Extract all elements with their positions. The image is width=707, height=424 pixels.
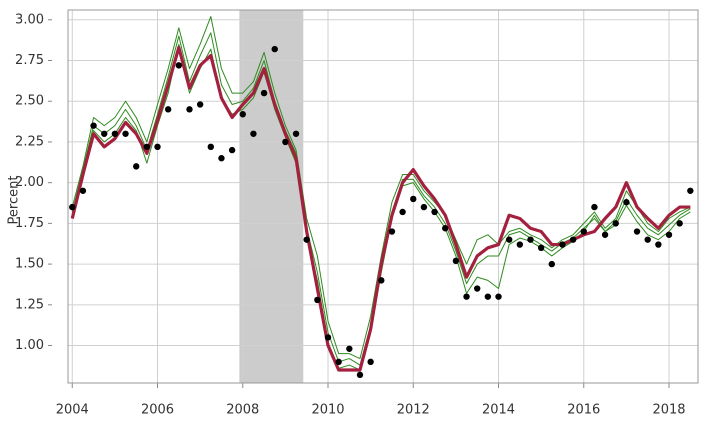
data-dot <box>356 371 364 379</box>
data-dot <box>580 228 587 235</box>
data-dot <box>367 358 374 366</box>
data-dot <box>442 225 449 232</box>
data-dot <box>218 155 225 162</box>
data-dot <box>122 130 129 137</box>
data-dot <box>676 220 683 227</box>
data-dot <box>154 143 161 151</box>
data-dot <box>463 293 470 300</box>
y-tick-label: 2.75 <box>15 53 44 68</box>
data-dot <box>665 231 673 238</box>
data-dot <box>548 260 555 268</box>
thin-line <box>71 16 691 360</box>
data-dot <box>484 293 492 300</box>
y-tick-label: 2.00 <box>15 175 44 190</box>
data-dot <box>516 241 524 248</box>
data-dot <box>175 62 183 69</box>
x-tick-label: 2018 <box>652 403 685 418</box>
data-dot <box>474 285 481 292</box>
data-dot <box>431 208 438 216</box>
data-dot <box>633 228 641 235</box>
x-tick-label: 2004 <box>56 403 89 418</box>
data-dot <box>90 122 97 129</box>
y-tick-label: 3.00 <box>15 12 44 27</box>
data-dot <box>260 89 268 97</box>
x-tick-label: 2016 <box>567 403 600 418</box>
data-dot <box>101 130 108 137</box>
data-dot <box>527 236 534 243</box>
y-axis-label: Percent <box>7 176 22 225</box>
x-tick-label: 2014 <box>482 403 515 418</box>
data-dot <box>569 236 577 243</box>
data-dot <box>623 199 630 206</box>
y-tick-label: 1.25 <box>15 297 44 312</box>
data-dot <box>239 111 246 118</box>
data-dot <box>207 143 214 151</box>
y-tick-label: 2.50 <box>15 94 44 109</box>
data-dot <box>559 241 566 248</box>
shaded-region <box>239 10 304 383</box>
data-dot <box>655 241 662 248</box>
data-dot <box>303 236 310 243</box>
data-dot <box>186 106 193 113</box>
data-dot <box>196 101 204 108</box>
thin-line <box>71 32 691 366</box>
x-tick-label: 2006 <box>141 403 174 418</box>
data-dot <box>314 296 321 304</box>
thick-line <box>70 45 691 372</box>
data-dot <box>687 187 694 194</box>
data-dot <box>282 138 289 146</box>
data-dot <box>591 203 598 211</box>
y-tick-label: 1.00 <box>15 338 44 353</box>
data-dot <box>452 257 460 265</box>
data-dot <box>410 195 417 203</box>
data-dot <box>378 277 385 284</box>
data-dot <box>133 163 140 170</box>
data-dot <box>399 208 406 216</box>
data-dot <box>271 45 278 53</box>
data-dot <box>612 220 619 227</box>
data-dot <box>111 130 119 137</box>
y-tick-label: 1.50 <box>15 257 44 272</box>
data-dot <box>495 293 502 300</box>
data-dot <box>69 203 76 211</box>
data-dot <box>250 130 257 137</box>
data-dot <box>335 358 342 366</box>
data-dot <box>537 244 545 252</box>
x-tick-label: 2008 <box>226 403 259 418</box>
data-dot <box>164 106 172 113</box>
data-dot <box>388 228 396 235</box>
data-dot <box>228 146 236 154</box>
y-tick-label: 2.25 <box>15 134 44 149</box>
data-dot <box>601 231 609 238</box>
data-dot <box>79 187 87 194</box>
x-tick-label: 2010 <box>311 403 344 418</box>
data-dot <box>292 130 300 137</box>
data-dot <box>346 345 353 352</box>
data-dot <box>644 236 651 243</box>
data-dot <box>324 334 332 341</box>
plot-frame <box>67 9 699 384</box>
data-dot <box>505 236 513 243</box>
y-tick-label: 1.75 <box>15 216 44 231</box>
x-tick-label: 2012 <box>397 403 430 418</box>
data-dot <box>143 143 151 151</box>
data-dot <box>420 203 428 211</box>
